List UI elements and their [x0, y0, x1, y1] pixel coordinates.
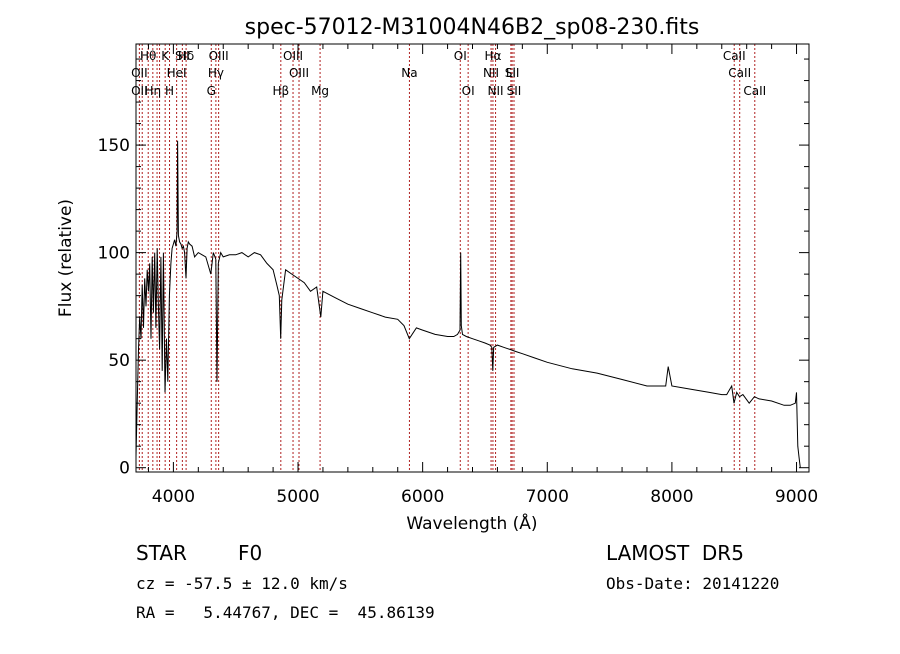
x-tick-label: 5000: [276, 487, 319, 507]
emission-line-label: OI: [454, 49, 467, 63]
x-tick-label: 9000: [775, 487, 818, 507]
observation-date: Obs-Date: 20141220: [606, 574, 779, 593]
emission-line-label: NII: [483, 66, 499, 80]
plot-frame: [135, 43, 810, 473]
emission-line-label: NII: [488, 84, 504, 98]
x-axis-label: Wavelength (Å): [406, 512, 537, 534]
emission-line-labels: Hθ K Hδ OIII OIII OI Hα SII CaII OII HeI SII Hγ OIII N…: [131, 49, 766, 98]
ra-dec-coordinates: RA = 5.44767, DEC = 45.86139: [136, 603, 435, 622]
emission-line-label: OIII: [209, 49, 229, 63]
emission-line-label: Mg: [311, 84, 329, 98]
object-subclass: F0: [238, 541, 262, 565]
y-axis-label: Flux (relative): [56, 199, 76, 317]
emission-line-label: OIII: [283, 49, 303, 63]
x-tick-label: 4000: [152, 487, 195, 507]
chart-title: spec-57012-M31004N46B2_sp08-230.fits: [245, 15, 700, 40]
emission-line-label: OI: [462, 84, 475, 98]
emission-line-label: SII: [175, 49, 190, 63]
y-tick-label: 150: [98, 136, 130, 156]
x-tick-label: 7000: [526, 487, 569, 507]
emission-line-label: G: [207, 84, 216, 98]
emission-line-label: Na: [401, 66, 417, 80]
object-class: STAR: [136, 541, 187, 565]
emission-line-label: H: [165, 84, 174, 98]
emission-line-markers: [138, 44, 756, 472]
emission-line-label: SII: [507, 84, 522, 98]
emission-line-label: Hβ: [272, 84, 289, 98]
spectrum-line: [135, 140, 801, 468]
emission-line-label: OII: [131, 84, 148, 98]
emission-line-label: Hγ: [208, 66, 224, 80]
emission-line-label: Hθ: [140, 49, 156, 63]
y-axis-ticks: 0 50 100 150: [98, 58, 809, 479]
survey-name: LAMOST DR5: [606, 541, 744, 565]
emission-line-label: OIII: [289, 66, 309, 80]
x-tick-label: 8000: [650, 487, 693, 507]
emission-line-label: CaII: [723, 49, 746, 63]
x-tick-label: 6000: [401, 487, 444, 507]
emission-line-label: Hα: [484, 49, 501, 63]
y-tick-label: 100: [98, 244, 130, 264]
y-tick-label: 0: [119, 459, 130, 479]
y-tick-label: 50: [108, 351, 130, 371]
emission-line-label: Hδ: [178, 49, 194, 63]
emission-line-label: HeI: [167, 66, 187, 80]
emission-line-label: OII: [131, 66, 148, 80]
redshift-cz: cz = -57.5 ± 12.0 km/s: [136, 574, 348, 593]
x-axis-ticks: 4000 5000 6000 7000 8000 9000: [147, 44, 818, 507]
emission-line-label: SII: [505, 66, 520, 80]
emission-line-label: Hη: [145, 84, 162, 98]
emission-line-label: K: [161, 49, 170, 63]
emission-line-label: Li: [506, 66, 516, 80]
emission-line-label: CaII: [743, 84, 766, 98]
emission-line-label: CaII: [728, 66, 751, 80]
